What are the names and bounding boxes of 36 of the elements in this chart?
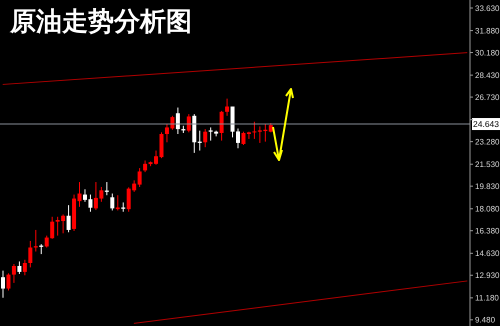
y-tick-label: 19.830 — [475, 182, 500, 192]
y-tick-label: 33.630 — [475, 4, 500, 13]
candlestick — [110, 193, 114, 211]
candlestick — [28, 240, 32, 268]
y-tick-label: 31.880 — [475, 26, 500, 36]
candlestick — [17, 260, 22, 274]
candlestick — [66, 204, 71, 233]
y-tick-label: 21.530 — [475, 160, 500, 170]
chart-title: 原油走势分析图 — [10, 6, 192, 38]
candlestick — [252, 121, 256, 140]
candlestick — [203, 128, 208, 148]
candlestick — [104, 182, 109, 196]
candlestick — [186, 114, 191, 133]
candlestick — [121, 202, 126, 212]
y-tick-label: 9.480 — [475, 316, 496, 325]
y-tick-label: 18.080 — [475, 204, 500, 214]
candlestick — [22, 259, 27, 276]
y-tick-label: 11.180 — [475, 294, 500, 303]
candlestick — [6, 272, 10, 291]
candlestick — [236, 128, 240, 149]
y-tick-label: 30.180 — [475, 48, 500, 58]
candlestick — [39, 244, 44, 255]
y-tick-label: 12.930 — [475, 271, 500, 280]
ref-line-label: 24.643 — [473, 119, 500, 130]
candlestick — [12, 264, 16, 284]
y-tick-label: 28.430 — [475, 70, 500, 80]
y-tick-label: 16.380 — [475, 226, 500, 236]
candlestick — [176, 107, 180, 135]
candlestick — [220, 110, 224, 142]
y-tick-label: 14.630 — [475, 249, 500, 258]
candlestick — [34, 229, 38, 252]
candlestick — [225, 98, 230, 116]
y-tick-label: 26.730 — [475, 92, 500, 102]
candlestick — [143, 160, 148, 173]
candlestick — [1, 270, 5, 298]
y-tick-label: 23.280 — [475, 137, 500, 146]
